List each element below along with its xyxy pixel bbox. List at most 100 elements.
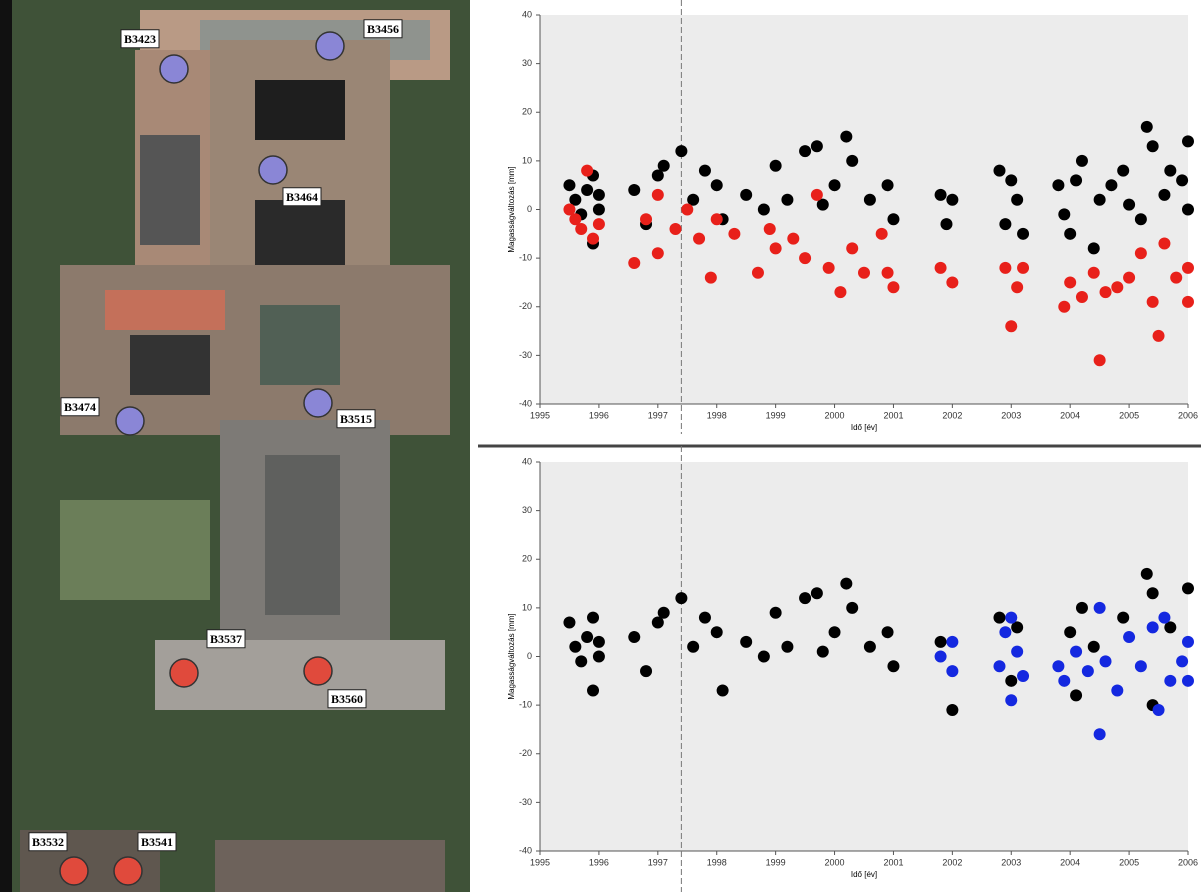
data-point [1070,646,1082,658]
x-tick-label: 2004 [1060,410,1080,420]
point-label: B3456 [367,22,399,36]
data-point [846,602,858,614]
y-tick-label: 10 [522,602,532,612]
point-label: B3464 [286,190,318,204]
data-point [1011,281,1023,293]
y-tick-label: -10 [519,253,532,263]
point-label: B3515 [340,412,372,426]
data-point [593,204,605,216]
data-point [1052,660,1064,672]
data-point [1176,655,1188,667]
data-point [1147,621,1159,633]
data-point [581,631,593,643]
data-point [799,592,811,604]
y-tick-label: 20 [522,554,532,564]
x-axis-label: Idő [év] [851,870,877,879]
data-point [946,194,958,206]
x-tick-label: 2001 [883,410,903,420]
data-point [587,612,599,624]
x-tick-label: 1996 [589,410,609,420]
x-tick-label: 1997 [648,857,668,867]
point-label: B3560 [331,692,363,706]
data-point [834,286,846,298]
data-point [1182,636,1194,648]
data-point [1005,612,1017,624]
survey-point [170,659,198,687]
data-point [1017,228,1029,240]
data-point [770,160,782,172]
data-point [758,204,770,216]
data-point [887,213,899,225]
data-point [1052,179,1064,191]
point-label: B3537 [210,632,242,646]
data-point [1088,242,1100,254]
data-point [752,267,764,279]
data-point [999,626,1011,638]
data-point [817,646,829,658]
data-point [1017,670,1029,682]
data-point [1094,602,1106,614]
point-label: B3541 [141,835,173,849]
data-point [1164,165,1176,177]
x-tick-label: 2004 [1060,857,1080,867]
data-point [1058,208,1070,220]
data-point [711,213,723,225]
data-point [993,612,1005,624]
data-point [652,247,664,259]
y-tick-label: 40 [522,9,532,19]
point-label: B3423 [124,32,156,46]
data-point [935,636,947,648]
data-point [1064,228,1076,240]
data-point [728,228,740,240]
data-point [1088,641,1100,653]
y-tick-label: 0 [527,204,532,214]
data-point [811,587,823,599]
data-point [946,636,958,648]
survey-point [114,857,142,885]
data-point [1170,272,1182,284]
data-point [569,641,581,653]
x-tick-label: 2006 [1178,410,1198,420]
survey-point [160,55,188,83]
data-point [1076,291,1088,303]
data-point [1123,199,1135,211]
data-point [846,242,858,254]
y-axis-label: Magasságváltozás [mm] [507,166,516,252]
data-point [1011,194,1023,206]
data-point [1135,213,1147,225]
data-point [1147,140,1159,152]
aerial-map [0,0,470,892]
data-point [999,262,1011,274]
data-point [946,704,958,716]
data-point [1011,646,1023,658]
data-point [993,660,1005,672]
data-point [1141,568,1153,580]
data-point [1005,694,1017,706]
y-tick-label: -40 [519,845,532,855]
data-point [1164,675,1176,687]
data-point [876,228,888,240]
data-point [1005,320,1017,332]
y-tick-label: -20 [519,301,532,311]
x-tick-label: 2002 [942,857,962,867]
x-tick-label: 2000 [825,410,845,420]
data-point [799,252,811,264]
plot-area [540,15,1188,404]
data-point [652,189,664,201]
y-tick-label: -10 [519,700,532,710]
data-point [993,165,1005,177]
data-point [675,592,687,604]
data-point [1058,301,1070,313]
data-point [1058,675,1070,687]
data-point [882,179,894,191]
x-axis-label: Idő [év] [851,423,877,432]
survey-point [316,32,344,60]
data-point [864,641,876,653]
data-point [687,641,699,653]
data-point [699,165,711,177]
data-point [846,155,858,167]
x-tick-label: 1995 [530,857,550,867]
survey-point [304,389,332,417]
survey-point [304,657,332,685]
data-point [593,636,605,648]
